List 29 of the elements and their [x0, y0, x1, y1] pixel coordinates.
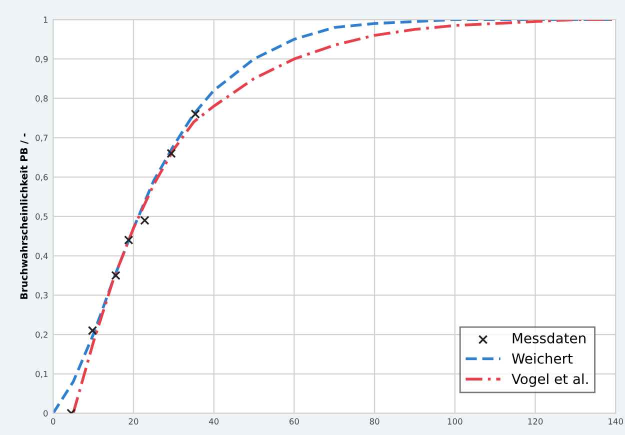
point	[111, 270, 120, 280]
x-tick-label: 0	[51, 418, 56, 425]
y-tick-label: 0,2	[36, 331, 48, 339]
y-tick-label: 0,4	[36, 252, 48, 260]
y-tick-label: 0,6	[36, 174, 48, 182]
legend-label: Vogel et al.	[512, 373, 588, 387]
x-tick-label: 100	[448, 418, 462, 425]
y-tick-label: 0,1	[36, 370, 48, 378]
x-tick-label: 20	[128, 418, 138, 425]
legend-label: Weichert	[512, 353, 573, 364]
x-tick-label: 120	[528, 418, 543, 425]
x-tick-label: 140	[608, 418, 624, 425]
y-tick-label: 1	[44, 16, 48, 23]
x-tick-label: 60	[289, 418, 299, 425]
point	[88, 326, 98, 336]
legend-label: Messdaten	[512, 332, 586, 344]
point	[166, 148, 176, 158]
y-axis-title: Bruchwahrscheinlichkeit PB / -	[20, 134, 28, 299]
y-tick-label: 0,5	[36, 213, 48, 221]
y-tick-label: 0,9	[36, 56, 48, 64]
y-tick-label: 0,7	[36, 134, 48, 142]
x-tick-label: 80	[370, 418, 380, 425]
point	[140, 216, 150, 225]
y-tick-label: 0,3	[36, 292, 48, 300]
point	[190, 109, 200, 119]
y-tick-label: 0,8	[36, 95, 48, 102]
point	[124, 235, 134, 245]
y-tick-label: 0	[44, 410, 48, 417]
x-tick-label: 40	[208, 418, 219, 425]
